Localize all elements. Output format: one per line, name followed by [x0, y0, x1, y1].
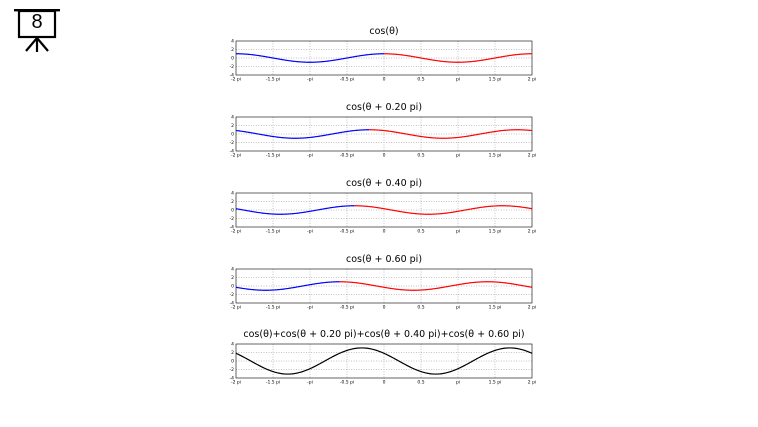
x-tick-label: -0.5 pi: [340, 305, 354, 311]
x-tick-label: -0.5 pi: [340, 380, 354, 386]
slide-number: 8: [31, 11, 43, 33]
x-tick-label: 2 pi: [528, 77, 536, 83]
plot-title: cos(θ + 0.60 pi): [346, 254, 422, 265]
plot-title: cos(θ + 0.40 pi): [346, 178, 422, 189]
x-tick-label: pi: [456, 153, 460, 159]
y-tick-label: 2: [231, 350, 234, 356]
y-tick-label: -2: [230, 64, 235, 70]
x-tick-label: -pi: [307, 305, 313, 311]
series-line-sum: [235, 347, 533, 375]
y-tick-label: -4: [230, 376, 235, 382]
x-tick-label: -1.5 pi: [266, 305, 280, 311]
plot-frame: [235, 343, 533, 379]
x-tick-label: 0.5: [417, 229, 424, 235]
x-tick-label: -2 pi: [231, 305, 241, 311]
x-tick-label: 0: [383, 153, 386, 159]
y-tick-label: -4: [230, 301, 235, 307]
plot-title: cos(θ + 0.20 pi): [346, 102, 422, 113]
y-tick-label: 2: [231, 47, 234, 53]
x-tick-label: -2 pi: [231, 77, 241, 83]
x-tick-label: -0.5 pi: [340, 229, 354, 235]
x-tick-label: -1.5 pi: [266, 153, 280, 159]
x-tick-label: 0.5: [417, 380, 424, 386]
plot-frame: [235, 192, 533, 228]
x-tick-label: 0: [383, 77, 386, 83]
x-tick-label: -2 pi: [231, 380, 241, 386]
series-line-left: [235, 129, 370, 139]
x-tick-label: -pi: [307, 380, 313, 386]
y-tick-label: 0: [231, 208, 234, 214]
series-line-right: [354, 205, 533, 215]
x-tick-label: pi: [456, 380, 460, 386]
series-line-right: [384, 53, 532, 63]
plot-frame: [235, 268, 533, 304]
presentation-easel-icon: [14, 8, 62, 52]
x-tick-label: 1.5 pi: [489, 153, 502, 159]
x-tick-label: pi: [456, 305, 460, 311]
x-tick-label: 2 pi: [528, 229, 536, 235]
y-tick-label: 2: [231, 199, 234, 205]
x-tick-label: 1.5 pi: [489, 77, 502, 83]
x-tick-label: 0: [383, 229, 386, 235]
x-tick-label: -pi: [307, 229, 313, 235]
x-tick-label: pi: [456, 77, 460, 83]
x-tick-label: 1.5 pi: [489, 305, 502, 311]
plot-title: cos(θ)+cos(θ + 0.20 pi)+cos(θ + 0.40 pi)…: [243, 329, 524, 340]
x-tick-label: -pi: [307, 77, 313, 83]
x-tick-label: 0: [383, 380, 386, 386]
y-tick-label: -4: [230, 225, 235, 231]
y-tick-label: 4: [231, 267, 234, 273]
plot-frame: [235, 116, 533, 152]
x-tick-label: -1.5 pi: [266, 77, 280, 83]
y-tick-label: -2: [230, 292, 235, 298]
x-tick-label: 1.5 pi: [489, 380, 502, 386]
y-tick-label: 4: [231, 342, 234, 348]
plot-frame: [235, 40, 533, 76]
x-tick-label: -2 pi: [231, 153, 241, 159]
y-tick-label: 2: [231, 123, 234, 129]
x-tick-label: -0.5 pi: [340, 77, 354, 83]
y-tick-label: 0: [231, 56, 234, 62]
y-tick-label: 0: [231, 132, 234, 138]
x-tick-label: 0.5: [417, 77, 424, 83]
x-tick-label: 2 pi: [528, 380, 536, 386]
y-tick-label: 0: [231, 359, 234, 365]
y-tick-label: 0: [231, 284, 234, 290]
series-line-left: [235, 205, 355, 215]
series-line-left: [236, 53, 384, 63]
y-tick-label: 4: [231, 191, 234, 197]
x-tick-label: 0.5: [417, 153, 424, 159]
y-tick-label: -4: [230, 73, 235, 79]
x-tick-label: -2 pi: [231, 229, 241, 235]
y-tick-label: 4: [231, 115, 234, 121]
series-line-left: [235, 281, 340, 291]
plot-title: cos(θ): [369, 26, 398, 37]
x-tick-label: 2 pi: [528, 153, 536, 159]
x-tick-label: pi: [456, 229, 460, 235]
series-line-right: [369, 129, 533, 139]
x-tick-label: -0.5 pi: [340, 153, 354, 159]
y-tick-label: 2: [231, 275, 234, 281]
y-tick-label: -2: [230, 140, 235, 146]
x-tick-label: 0: [383, 305, 386, 311]
series-line-right: [339, 281, 533, 291]
x-tick-label: 2 pi: [528, 305, 536, 311]
x-tick-label: -1.5 pi: [266, 380, 280, 386]
x-tick-label: -1.5 pi: [266, 229, 280, 235]
y-tick-label: 4: [231, 39, 234, 45]
x-tick-label: 0.5: [417, 305, 424, 311]
y-tick-label: -2: [230, 367, 235, 373]
y-tick-label: -2: [230, 216, 235, 222]
x-tick-label: 1.5 pi: [489, 229, 502, 235]
x-tick-label: -pi: [307, 153, 313, 159]
y-tick-label: -4: [230, 149, 235, 155]
